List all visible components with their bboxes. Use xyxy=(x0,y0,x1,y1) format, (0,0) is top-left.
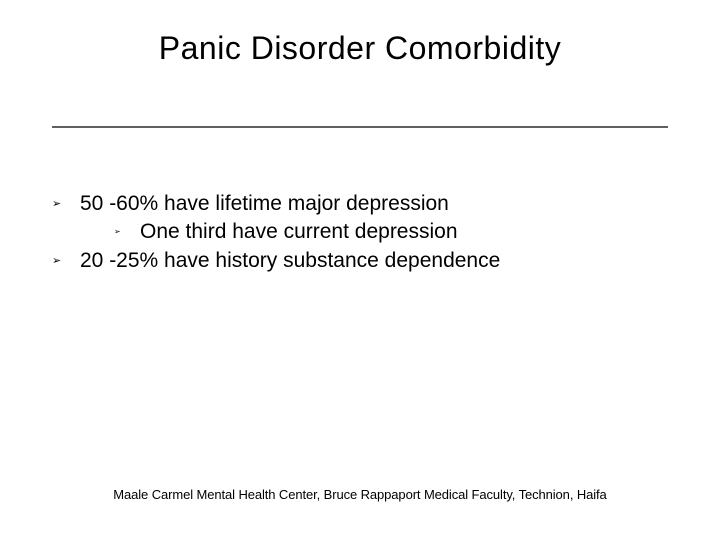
bullet-text: 20 -25% have history substance dependenc… xyxy=(80,247,500,275)
chevron-right-icon: ➢ xyxy=(52,247,80,269)
title-underline xyxy=(52,126,668,128)
slide: Panic Disorder Comorbidity ➢ 50 -60% hav… xyxy=(0,0,720,540)
bullet-text: 50 -60% have lifetime major depression xyxy=(80,190,449,218)
bullet-level2: ➢ One third have current depression xyxy=(114,218,672,246)
slide-footer: Maale Carmel Mental Health Center, Bruce… xyxy=(0,487,720,502)
chevron-right-icon: ➢ xyxy=(52,190,80,212)
bullet-level1: ➢ 20 -25% have history substance depende… xyxy=(52,247,672,275)
slide-body: ➢ 50 -60% have lifetime major depression… xyxy=(52,190,672,275)
bullet-level1: ➢ 50 -60% have lifetime major depression xyxy=(52,190,672,218)
chevron-right-icon: ➢ xyxy=(114,218,140,238)
bullet-text: One third have current depression xyxy=(140,218,458,246)
slide-title: Panic Disorder Comorbidity xyxy=(0,30,720,67)
